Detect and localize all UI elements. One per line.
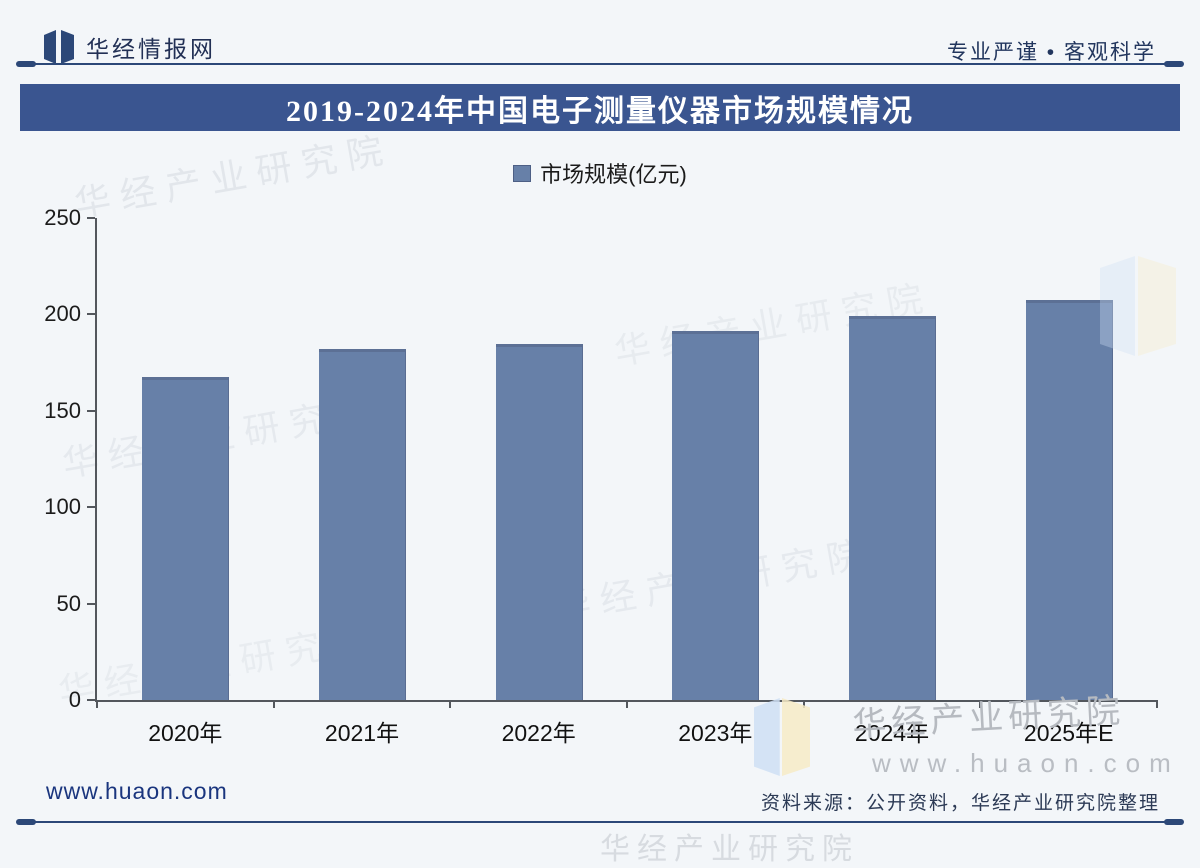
brand-name: 华经情报网 bbox=[86, 36, 216, 62]
y-axis-tick-label: 150 bbox=[44, 397, 81, 423]
footer-source: 资料来源：公开资料，华经产业研究院整理 bbox=[760, 793, 1160, 814]
watermark-text-clipped: 华经产业研究院 bbox=[600, 833, 859, 866]
header-rule-dash-left bbox=[16, 61, 36, 67]
bar-2020年 bbox=[142, 376, 230, 700]
y-axis-tick bbox=[87, 217, 95, 219]
x-axis-category-label: 2022年 bbox=[501, 720, 576, 746]
x-axis-tick bbox=[979, 700, 982, 708]
header-rule bbox=[34, 63, 1166, 65]
y-axis-tick-label: 200 bbox=[44, 301, 81, 327]
x-axis-tick bbox=[626, 700, 628, 708]
chart-legend: 市场规模(亿元) bbox=[0, 157, 1200, 189]
footer-rule-dash-right bbox=[1164, 819, 1184, 825]
y-axis-line bbox=[95, 218, 97, 700]
brand: 华经情报网 bbox=[44, 30, 216, 64]
bar-2021年 bbox=[319, 348, 406, 700]
y-axis-tick-label: 100 bbox=[44, 494, 81, 520]
x-axis-tick bbox=[449, 700, 452, 708]
bar-2024年 bbox=[849, 316, 936, 700]
x-axis-tick bbox=[1156, 700, 1158, 708]
legend-swatch bbox=[513, 164, 532, 182]
header-rule-dash-right bbox=[1164, 61, 1184, 67]
x-axis-tick bbox=[802, 700, 805, 708]
bar-2025年E bbox=[1025, 299, 1113, 700]
title-band: 2019-2024年中国电子测量仪器市场规模情况 bbox=[20, 84, 1180, 131]
y-axis-tick bbox=[87, 313, 95, 316]
x-axis-tick bbox=[96, 700, 98, 708]
page-title: 2019-2024年中国电子测量仪器市场规模情况 bbox=[286, 94, 914, 128]
y-axis-tick bbox=[87, 602, 95, 605]
huajing-book-logo-watermark-icon bbox=[754, 698, 810, 776]
x-axis-tick bbox=[272, 700, 275, 708]
x-axis-category-label: 2023年 bbox=[678, 720, 753, 746]
x-axis-category-label: 2024年 bbox=[854, 720, 930, 746]
y-axis-tick-label: 0 bbox=[68, 687, 81, 712]
bar-2023年 bbox=[672, 331, 760, 700]
x-axis-category-label: 2020年 bbox=[148, 720, 223, 746]
footer-website: www.huaon.com bbox=[46, 778, 228, 804]
footer-rule-dash-left bbox=[16, 819, 36, 825]
y-axis-tick-label: 250 bbox=[44, 205, 81, 230]
x-axis-category-label: 2021年 bbox=[324, 720, 400, 746]
y-axis-tick bbox=[87, 506, 95, 509]
page: { "header": { "brand": "华经情报网", "logo_ic… bbox=[0, 30, 1200, 866]
watermark-url: www.huaon.com bbox=[872, 748, 1180, 778]
huajing-book-logo-icon bbox=[44, 30, 74, 64]
header-slogan: 专业严谨 • 客观科学 bbox=[946, 41, 1156, 64]
y-axis-tick bbox=[87, 409, 95, 412]
x-axis-category-label: 2025年E bbox=[1023, 720, 1114, 746]
legend-label: 市场规模(亿元) bbox=[540, 162, 687, 187]
y-axis-tick bbox=[87, 699, 95, 701]
footer-rule bbox=[34, 821, 1166, 823]
y-axis-tick-label: 50 bbox=[56, 590, 81, 616]
bar-2022年 bbox=[495, 344, 583, 700]
bar-chart-plot-area: 0 50 100 150 200 250 2020年 2021年 2022年 2023年 2024年… bbox=[44, 205, 1158, 746]
